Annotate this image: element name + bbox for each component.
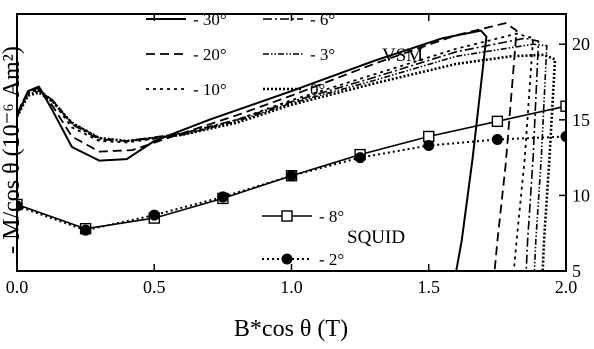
series-line — [17, 43, 548, 271]
legend-entry-0deg: 0° — [263, 80, 325, 99]
squid-label: SQUID — [347, 227, 405, 248]
data-point — [148, 209, 160, 221]
x-tick-label: 1.5 — [418, 277, 441, 297]
data-point — [286, 170, 297, 182]
data-point — [17, 200, 23, 212]
y-tick-label: 10 — [572, 185, 590, 205]
series-6deg-vsm — [17, 37, 540, 271]
legend-label: - 10° — [193, 80, 227, 99]
legend-entry-2deg-squid: - 2° — [262, 250, 344, 269]
legend: - 30° - 20° - 10° - 6° - 3° 0° - 8° - 2° — [146, 10, 344, 269]
x-tick-label: 2.0 — [555, 277, 578, 297]
data-point — [80, 224, 92, 236]
series-0deg-vsm — [17, 53, 557, 271]
legend-marker — [281, 253, 293, 265]
legend-label: - 20° — [193, 45, 227, 64]
legend-entry-20deg: - 20° — [146, 45, 227, 64]
series-line — [17, 37, 540, 271]
ticks-layer: 0.0 0.5 1.0 1.5 2.05 10 15 20 — [6, 14, 590, 297]
legend-entry-10deg: - 10° — [146, 80, 227, 99]
series-line — [17, 53, 557, 271]
legend-label: - 2° — [319, 250, 344, 269]
y-tick-label: 15 — [572, 110, 590, 130]
x-tick-label: 0.5 — [143, 277, 166, 297]
data-point — [354, 152, 366, 164]
data-point — [491, 115, 504, 128]
series-10deg-vsm — [17, 32, 534, 271]
x-tick-label: 0.0 — [6, 277, 29, 297]
legend-label: - 3° — [310, 45, 335, 64]
x-axis-title: B*cos θ (T) — [234, 316, 348, 342]
legend-label: 0° — [310, 80, 325, 99]
legend-entry-6deg: - 6° — [263, 10, 335, 29]
series-3deg-vsm — [17, 43, 548, 271]
data-point — [423, 140, 435, 152]
data-point — [423, 130, 435, 143]
legend-label: - 6° — [310, 10, 335, 29]
vsm-label: VSM — [382, 45, 423, 66]
legend-entry-3deg: - 3° — [263, 45, 335, 64]
series-line — [17, 32, 534, 271]
legend-entry-30deg: - 30° — [146, 10, 227, 29]
data-point — [217, 191, 229, 203]
data-point — [491, 133, 503, 145]
legend-label: - 8° — [319, 207, 344, 226]
series-layer — [17, 22, 566, 271]
series-30deg-vsm — [17, 29, 488, 271]
y-tick-label: 5 — [572, 261, 581, 281]
legend-entry-8deg-squid: - 8° — [262, 207, 344, 226]
series-2deg-squid — [17, 130, 566, 236]
series-20deg-vsm — [17, 22, 518, 271]
legend-marker — [281, 210, 293, 222]
series-line — [17, 29, 488, 271]
data-point — [560, 100, 566, 112]
legend-label: - 30° — [193, 10, 227, 29]
y-tick-label: 20 — [572, 34, 590, 54]
x-tick-label: 1.0 — [280, 277, 303, 297]
series-line — [17, 22, 518, 271]
y-axis-title: - M/cos θ (10⁻⁶ Am²) — [0, 46, 25, 254]
data-point — [560, 130, 566, 142]
